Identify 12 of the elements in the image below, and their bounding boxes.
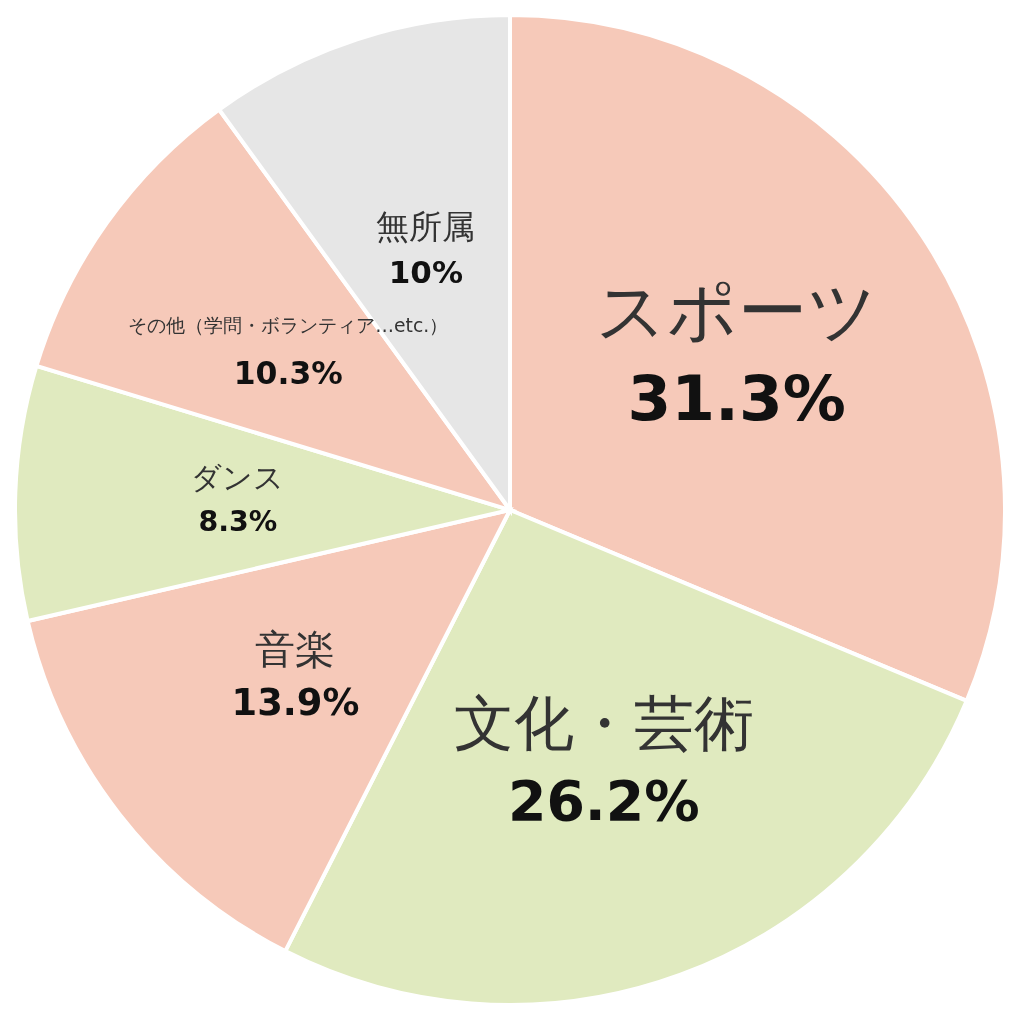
slice-label: スポーツ	[595, 270, 878, 351]
slice-label: 文化・芸術	[453, 688, 754, 759]
slice-label: その他（学問・ボランティア…etc.）	[128, 314, 449, 336]
data-label: 13.9%	[231, 680, 360, 724]
data-label: 10.3%	[233, 354, 343, 391]
slice-label: 音楽	[255, 625, 336, 672]
data-label: 26.2%	[507, 768, 700, 833]
data-label: 8.3%	[198, 504, 278, 538]
slice-label: ダンス	[191, 460, 285, 496]
data-label: 10%	[388, 253, 463, 290]
data-label: 31.3%	[627, 361, 846, 435]
slice-label: 無所属	[376, 206, 476, 246]
